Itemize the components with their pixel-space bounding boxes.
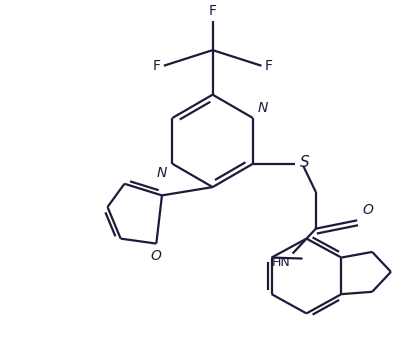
Text: O: O [361, 203, 372, 217]
Text: O: O [150, 248, 161, 263]
Text: N: N [257, 101, 268, 115]
Text: HN: HN [271, 256, 290, 269]
Text: F: F [264, 59, 272, 73]
Text: F: F [152, 59, 161, 73]
Text: F: F [208, 4, 216, 18]
Text: N: N [157, 166, 167, 180]
Text: S: S [299, 155, 309, 170]
